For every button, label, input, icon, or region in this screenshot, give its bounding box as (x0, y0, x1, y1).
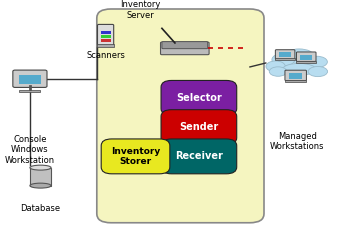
Bar (19, 75, 41, 84)
Bar (289, 73, 302, 79)
FancyBboxPatch shape (161, 81, 237, 115)
Bar (101, 31, 111, 34)
Ellipse shape (30, 183, 51, 188)
Ellipse shape (272, 54, 295, 66)
Text: Managed
Workstations: Managed Workstations (270, 132, 325, 151)
Bar (279, 52, 291, 57)
Bar (300, 55, 312, 60)
FancyBboxPatch shape (101, 139, 170, 174)
Ellipse shape (266, 61, 285, 72)
FancyBboxPatch shape (13, 70, 47, 87)
Text: Scanners: Scanners (86, 51, 125, 60)
Ellipse shape (308, 67, 327, 76)
Bar (30, 168, 51, 186)
Bar (296, 61, 316, 63)
Text: Receiver: Receiver (175, 151, 223, 161)
FancyBboxPatch shape (296, 52, 316, 61)
Bar (275, 58, 295, 60)
FancyBboxPatch shape (97, 9, 264, 223)
Bar (97, 45, 114, 47)
FancyBboxPatch shape (162, 42, 208, 49)
Ellipse shape (306, 56, 327, 68)
Text: Console
Windows
Workstation: Console Windows Workstation (5, 135, 55, 164)
FancyBboxPatch shape (161, 110, 237, 144)
Text: Database: Database (20, 204, 61, 213)
Ellipse shape (283, 63, 316, 75)
Text: Inventory
Storer: Inventory Storer (111, 147, 160, 166)
Bar (101, 35, 111, 38)
Text: Sender: Sender (179, 122, 219, 132)
FancyBboxPatch shape (275, 50, 295, 59)
Text: Inventory
Server: Inventory Server (121, 0, 161, 20)
FancyBboxPatch shape (285, 70, 306, 81)
FancyBboxPatch shape (98, 25, 114, 45)
Ellipse shape (269, 67, 287, 76)
FancyBboxPatch shape (161, 139, 237, 174)
Bar (285, 80, 307, 82)
Bar (19, 90, 40, 92)
Ellipse shape (284, 49, 314, 63)
Ellipse shape (30, 165, 51, 170)
Text: Selector: Selector (176, 93, 222, 103)
Bar (101, 40, 111, 42)
FancyBboxPatch shape (161, 42, 209, 55)
